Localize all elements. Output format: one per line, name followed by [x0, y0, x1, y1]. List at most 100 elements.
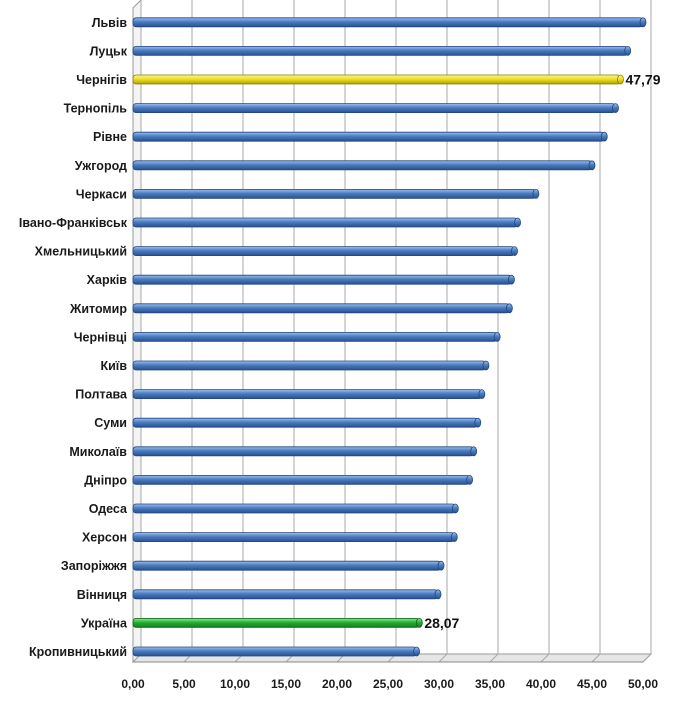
bar-cap [466, 474, 474, 485]
bar-вінниця [132, 589, 442, 600]
x-tick-label: 45,00 [577, 677, 607, 691]
bar-body [132, 618, 420, 628]
bar-body [132, 589, 439, 600]
x-tick-label: 35,00 [475, 677, 505, 691]
bar-львів [132, 17, 647, 28]
bar-cap [450, 532, 458, 542]
bar-черкаси [132, 188, 540, 199]
bar-київ [132, 360, 490, 371]
category-label: Чернігів [76, 73, 127, 87]
x-tick-label: 5,00 [172, 677, 196, 691]
bar-cap [511, 246, 518, 257]
bar-body [132, 274, 512, 285]
gridline-floor [540, 653, 550, 663]
bar-body [132, 103, 616, 113]
x-tick-label: 25,00 [373, 677, 403, 691]
bar-харків [132, 274, 515, 285]
bar-луцьк [132, 46, 632, 56]
category-label: Одеса [89, 502, 128, 516]
bar-cap [493, 331, 501, 342]
bar-cap [437, 560, 445, 571]
bar-одеса [132, 503, 459, 514]
bar-body [132, 646, 417, 657]
bar-cap [451, 503, 459, 514]
bar-cap [478, 389, 486, 400]
bar-body [132, 217, 518, 228]
x-tick-label: 20,00 [322, 677, 352, 691]
bar-рівне [132, 131, 608, 142]
x-tick-label: 30,00 [424, 677, 454, 691]
bar-cap [612, 103, 619, 113]
bar-body [132, 417, 479, 428]
category-label: Вінниця [77, 588, 127, 602]
category-label: Чернівці [74, 330, 127, 344]
bar-body [132, 474, 471, 485]
bar-кропивницький [132, 646, 420, 657]
category-label: Івано-Франківськ [19, 216, 128, 230]
bar-body [132, 131, 605, 142]
bar-body [132, 74, 621, 85]
category-label: Черкаси [76, 187, 127, 201]
bar-body [132, 360, 487, 371]
bar-херсон [132, 532, 458, 542]
bar-cap [514, 217, 521, 228]
category-labels: Львів Луцьк Чернігів Тернопіль Рівне Ужгород Ч… [19, 16, 128, 659]
bar-ужгород [132, 160, 596, 171]
bar-body [132, 17, 644, 28]
category-label: Дніпро [84, 473, 127, 487]
bar-cap [639, 17, 647, 28]
category-label: Тернопіль [64, 102, 128, 116]
bar-cap [624, 46, 632, 56]
bar-body [132, 560, 442, 571]
bar-запоріжжя [132, 560, 445, 571]
category-label: Полтава [75, 388, 128, 402]
category-label: Харків [87, 273, 128, 287]
bar-тернопіль [132, 103, 619, 113]
bar-cap [413, 646, 420, 657]
category-label: Рівне [93, 130, 127, 144]
gridline-floor [489, 653, 499, 663]
bar-body [132, 503, 456, 514]
category-label: Кропивницький [29, 645, 127, 659]
bar-body [132, 389, 483, 400]
bar-body [132, 46, 629, 56]
bar-івано-франківськ [132, 217, 521, 228]
category-label: Луцьк [90, 44, 128, 58]
data-label-україна: 28,07 [424, 615, 459, 631]
category-label: Миколаїв [69, 445, 127, 459]
data-label-чернігів: 47,79 [625, 72, 660, 88]
gridline-floor [438, 653, 448, 663]
x-tick-label: 0,00 [121, 677, 145, 691]
bar-чернівці [132, 331, 501, 342]
bar-cap [482, 360, 490, 371]
bars [132, 17, 647, 657]
bar-житомир [132, 303, 513, 314]
category-label: Україна [81, 616, 128, 630]
category-label: Ужгород [75, 159, 127, 173]
data-labels: 47,79 28,07 [424, 72, 660, 631]
x-tick-label: 50,00 [628, 677, 658, 691]
bar-cap [617, 74, 624, 85]
bar-україна [132, 618, 423, 628]
gridline-floor [642, 653, 652, 663]
x-axis-ticks: 0,00 5,00 10,00 15,00 20,00 25,00 30,00 35,00 40… [121, 677, 658, 691]
category-label: Житомир [69, 302, 127, 316]
category-label: Запоріжжя [61, 559, 127, 573]
bar-body [132, 160, 593, 171]
bar-body [132, 446, 475, 457]
bar-cap [532, 188, 540, 199]
bar-cap [474, 417, 482, 428]
bar-миколаїв [132, 446, 478, 457]
bar-cap [588, 160, 596, 171]
x-tick-label: 10,00 [220, 677, 250, 691]
category-label: Львів [92, 16, 128, 30]
bar-cap [415, 618, 423, 628]
bar-чернігів [132, 74, 624, 85]
category-label: Херсон [82, 531, 127, 545]
bar-суми [132, 417, 482, 428]
bar-body [132, 188, 537, 199]
bar-cap [600, 131, 608, 142]
category-label: Хмельницький [35, 245, 127, 259]
